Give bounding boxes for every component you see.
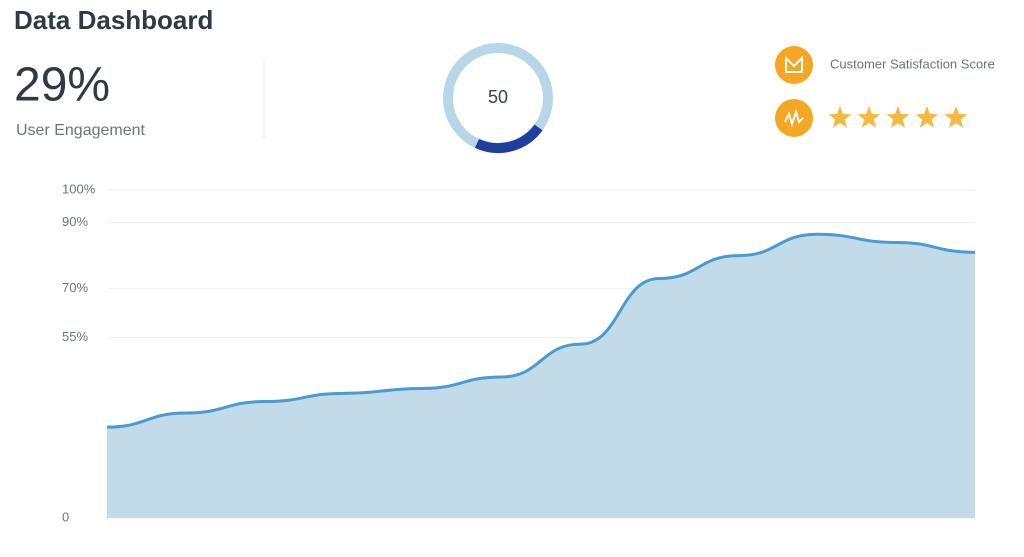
rating: [828, 106, 968, 128]
y-tick-label: 100%: [62, 181, 96, 196]
icon-glyph: [785, 55, 803, 73]
gauge: 50: [443, 43, 553, 154]
satisfaction-label: Customer Satisfaction Score: [830, 56, 995, 71]
title: Data Dashboard: [14, 5, 213, 35]
y-tick-label: 0: [62, 509, 69, 524]
star: [857, 106, 881, 128]
kpi-label: User Engagement: [16, 122, 146, 139]
line: [106, 232, 976, 429]
star: [944, 106, 968, 128]
star: [915, 106, 939, 128]
gauge-arc: [474, 124, 543, 154]
y-tick-label: 70%: [62, 280, 88, 295]
area: [107, 234, 975, 518]
y-tick-label: 90%: [62, 214, 88, 229]
gauge-value: 50: [488, 87, 508, 107]
icon-glyph: [784, 108, 804, 128]
star: [828, 106, 852, 128]
y-tick-label: 55%: [62, 329, 88, 344]
kpi-value: 29%: [14, 59, 110, 112]
star: [886, 106, 910, 128]
